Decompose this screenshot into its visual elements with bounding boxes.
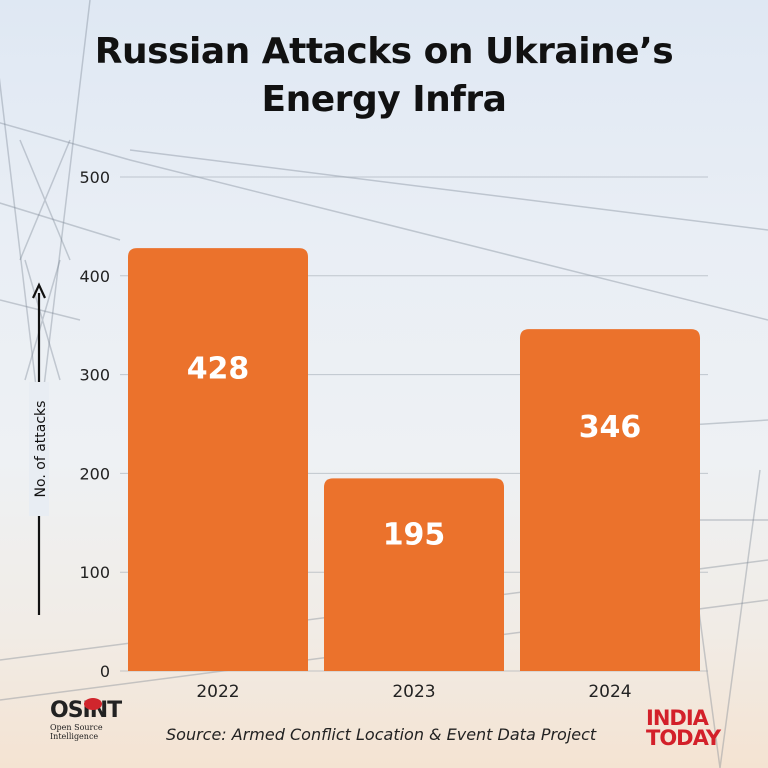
y-tick-label: 500 xyxy=(79,168,110,187)
osint-subtitle: Open Source Intelligence xyxy=(50,723,103,741)
y-axis-arrowhead xyxy=(32,282,46,299)
x-tick-labels: 2022 2023 2024 xyxy=(196,682,631,702)
bars: 428 195 346 xyxy=(128,248,700,672)
y-axis-label-group: No. of attacks xyxy=(29,282,49,615)
x-tick-label: 2024 xyxy=(588,682,631,702)
osint-logo: OSINT Open Source Intelligence xyxy=(50,698,150,754)
x-tick-label: 2022 xyxy=(196,682,239,702)
y-tick-label: 200 xyxy=(79,464,110,483)
source-note: Source: Armed Conflict Location & Event … xyxy=(166,725,597,744)
bar-2023 xyxy=(324,478,504,671)
chart-title-line-1: Russian Attacks on Ukraine’s xyxy=(94,31,674,72)
india-today-line-1: INDIA xyxy=(646,706,709,730)
y-tick-label: 100 xyxy=(79,563,110,582)
data-label-2024: 346 xyxy=(579,410,642,445)
bar-2022 xyxy=(128,248,308,672)
data-label-2023: 195 xyxy=(383,517,446,552)
y-tick-label: 0 xyxy=(100,662,110,681)
chart-title: Russian Attacks on Ukraine’s Energy Infr… xyxy=(0,28,768,124)
y-axis-label-bg xyxy=(29,382,49,516)
osint-badge-icon xyxy=(84,698,102,710)
y-tick-label: 300 xyxy=(79,366,110,385)
bar-2024 xyxy=(520,329,700,671)
india-today-line-2: TODAY xyxy=(646,726,721,750)
chart-title-line-2: Energy Infra xyxy=(261,79,507,120)
y-tick-label: 400 xyxy=(79,267,110,286)
india-today-logo: INDIA TODAY xyxy=(646,706,746,750)
y-axis-label: No. of attacks xyxy=(33,401,49,498)
x-tick-label: 2023 xyxy=(392,682,435,702)
data-label-2022: 428 xyxy=(187,352,250,387)
y-tick-labels: 0 100 200 300 400 500 xyxy=(79,168,110,681)
